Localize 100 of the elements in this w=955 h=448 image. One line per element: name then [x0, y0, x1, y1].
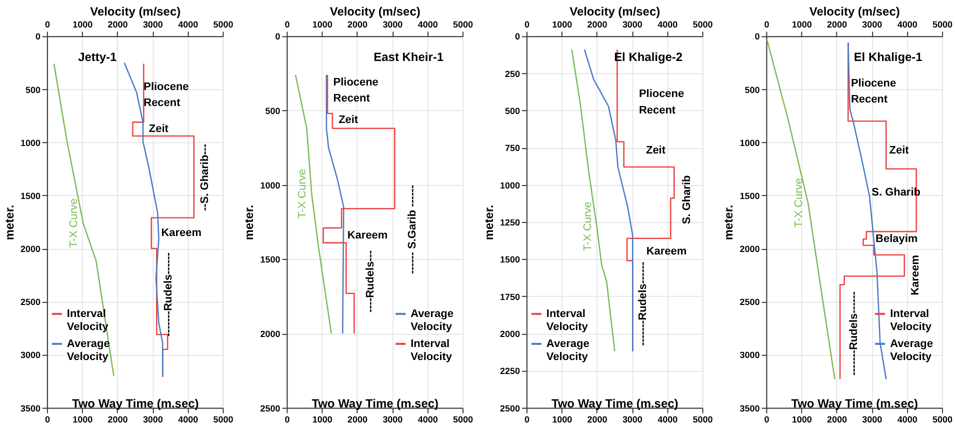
annotation: Kareem	[347, 229, 388, 242]
y-tick-label: 2500	[20, 297, 40, 308]
legend-label: Interval Velocity	[890, 308, 932, 333]
annotation: Kareem	[646, 246, 687, 258]
y-tick-label: 1500	[260, 254, 280, 265]
x2-axis-title: Velocity (m/sec)	[330, 4, 420, 19]
line-series	[53, 63, 114, 377]
x2-tick-label: 5000	[213, 20, 234, 30]
x2-tick-label: 4000	[418, 20, 438, 30]
x-tick-label: 2000	[827, 414, 848, 424]
x2-axis-title: Velocity (m/sec)	[90, 4, 181, 19]
x2-tick-label: 3000	[622, 20, 642, 30]
y-tick-label: 1250	[500, 217, 520, 228]
x2-tick-label: 2000	[587, 20, 608, 30]
x2-axis-title: Velocity (m/sec)	[570, 4, 660, 19]
x2-tick-label: 1000	[792, 20, 812, 30]
y-tick-label: 2000	[500, 328, 520, 339]
text: T-X Curve	[793, 178, 806, 228]
annotation: Pliocene	[333, 76, 378, 88]
x-axis-title: Two Way Time (m.sec)	[312, 396, 439, 410]
text: Jetty-1	[78, 50, 118, 64]
y-tick-label: 3500	[20, 403, 40, 414]
y-tick-label: 3500	[740, 403, 760, 414]
x-tick-label: 2000	[348, 414, 368, 424]
text: East Kheir-1	[374, 50, 444, 64]
annotation: Pliocene	[850, 78, 896, 90]
x-tick-label: 3000	[142, 414, 163, 424]
x-axis-title: Two Way Time (m.sec)	[551, 396, 678, 410]
y-tick-label: 1000	[20, 138, 40, 148]
x2-tick-label: 1000	[312, 20, 332, 30]
y-tick-label: 1000	[260, 180, 280, 190]
x-tick-label: 1000	[312, 414, 332, 424]
x2-tick-label: 5000	[453, 20, 474, 30]
line-series	[766, 38, 836, 380]
y-tick-label: 1500	[740, 190, 760, 201]
legend-label: Average Velocity	[890, 338, 933, 363]
text: T-X Curve	[296, 169, 309, 218]
x2-tick-label: 5000	[692, 20, 713, 30]
x2-tick-label: 0	[44, 20, 50, 30]
y-axis-title: meter.	[2, 204, 16, 240]
y-tick-label: 750	[504, 143, 520, 154]
x-tick-label: 0	[524, 414, 530, 424]
x-tick-label: 0	[44, 414, 50, 424]
x-tick-label: 5000	[692, 414, 713, 424]
text: El Khalige-1	[854, 50, 923, 64]
annotation: -------Rudels------	[848, 291, 860, 376]
annotation: Zeit	[338, 114, 358, 126]
x2-tick-label: 5000	[932, 20, 953, 30]
y-tick-label: 500	[504, 106, 520, 116]
line-series	[294, 74, 332, 334]
legend-label: Interval Velocity	[546, 308, 589, 333]
x-tick-label: 4000	[897, 414, 918, 424]
x2-tick-label: 1000	[552, 20, 572, 30]
legend-label: Interval Velocity	[410, 338, 453, 363]
annotation: Recent	[144, 97, 181, 110]
y-axis-title: meter.	[242, 204, 256, 240]
annotation: Recent	[333, 92, 370, 105]
y-tick-label: 0	[754, 32, 760, 42]
annotation: S. Gharib	[681, 175, 694, 224]
x-tick-label: 3000	[622, 414, 642, 424]
y-tick-label: 1000	[500, 180, 520, 190]
annotation: ------ S.Garib ------	[406, 184, 419, 274]
x-tick-label: 1000	[552, 414, 572, 424]
x-axis-title: Two Way Time (m.sec)	[791, 396, 918, 410]
x-tick-label: 5000	[932, 414, 953, 424]
x-tick-label: 5000	[213, 414, 234, 424]
x2-axis-title: Velocity (m/sec)	[809, 4, 900, 19]
annotation: Belayim	[876, 233, 918, 246]
text: T-X Curve	[68, 198, 80, 248]
x2-tick-label: 3000	[862, 20, 882, 30]
annotation: -------Rudels------	[162, 252, 174, 336]
y-tick-label: 3000	[740, 350, 760, 360]
x-tick-label: 4000	[418, 414, 438, 424]
y-tick-label: 0	[275, 32, 280, 42]
x-tick-label: 1000	[72, 414, 93, 424]
annotation: Kareem	[161, 227, 202, 240]
x2-tick-label: 0	[284, 20, 290, 30]
x-tick-label: 4000	[178, 414, 198, 424]
x-tick-label: 4000	[658, 414, 678, 424]
x-axis-title: Two Way Time (m.sec)	[72, 396, 199, 410]
y-tick-label: 2500	[500, 403, 520, 414]
text: T-X Curve	[582, 202, 594, 252]
y-tick-label: 2000	[20, 244, 40, 254]
y-tick-label: 1000	[740, 138, 760, 148]
y-axis-title: meter.	[722, 204, 736, 240]
x2-tick-label: 4000	[178, 20, 198, 30]
y-axis-title: meter.	[482, 204, 496, 240]
x2-tick-label: 2000	[348, 20, 368, 30]
annotation: Pliocene	[638, 88, 684, 100]
x-tick-label: 1000	[792, 414, 812, 424]
x-tick-label: 0	[764, 414, 770, 424]
y-tick-label: 0	[514, 32, 520, 42]
y-tick-label: 0	[35, 32, 40, 42]
annotation: Zeit	[889, 144, 910, 157]
y-tick-label: 2250	[500, 366, 520, 376]
x2-tick-label: 2000	[827, 20, 848, 30]
annotation: Recent	[638, 104, 676, 117]
annotation: Kareem	[909, 254, 922, 296]
annotation: Pliocene	[144, 81, 189, 94]
y-tick-label: 2000	[260, 328, 280, 339]
